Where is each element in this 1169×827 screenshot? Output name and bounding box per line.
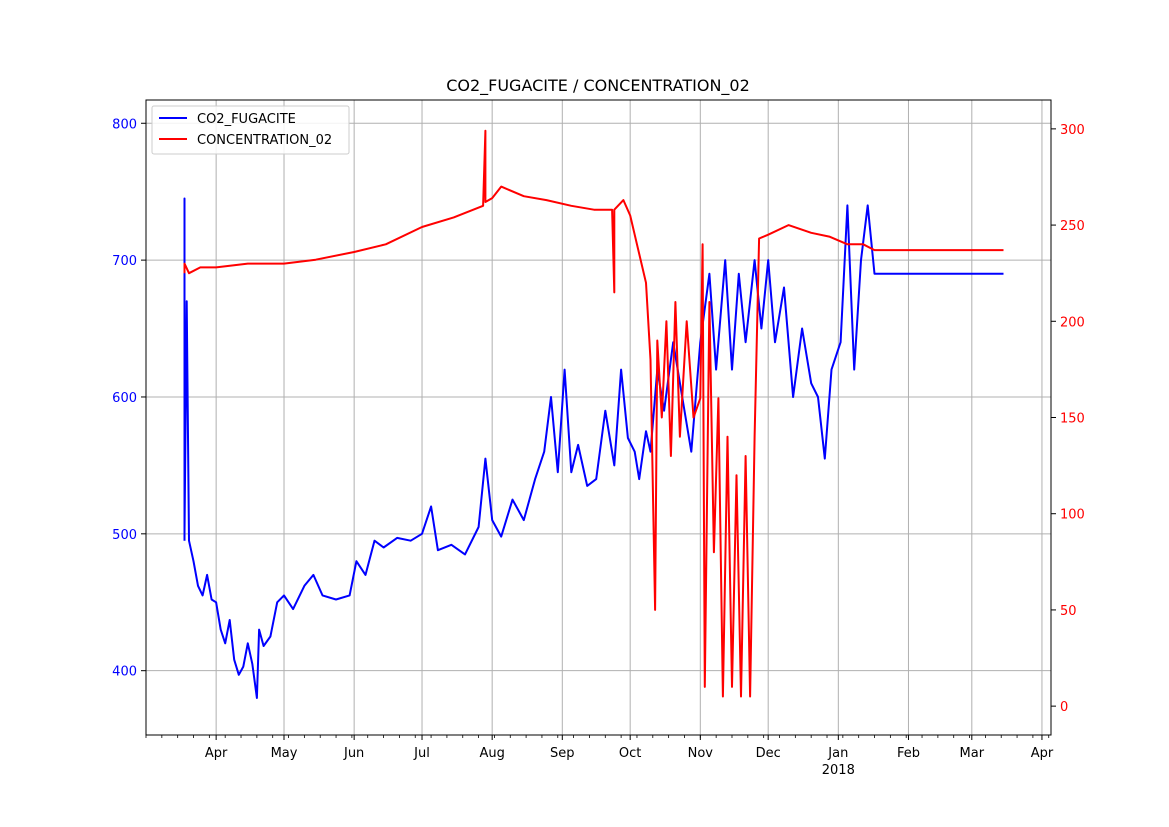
series-line-concentration-02 [183, 129, 1004, 698]
y-right-tick-label: 0 [1060, 700, 1068, 715]
legend-label-o2: CONCENTRATION_02 [197, 133, 332, 148]
y-left-tick-label: 500 [112, 528, 137, 543]
x-tick-label: Aug [479, 746, 504, 761]
y-right-tick-label: 150 [1060, 412, 1085, 427]
axes: Apr May Jun Jul Aug Sep Oct Nov Dec Jan Feb Mar Apr 2… [112, 117, 1085, 778]
y-right-tick-label: 200 [1060, 315, 1085, 330]
x-tick-label: Nov [688, 746, 714, 761]
legend-label-co2: CO2_FUGACITE [197, 112, 296, 127]
legend: CO2_FUGACITE CONCENTRATION_02 [151, 105, 350, 155]
y-left-tick-label: 600 [112, 391, 137, 406]
series-line-co2-fugacite [183, 197, 1004, 699]
y-left-tick-label: 400 [112, 665, 137, 680]
x-tick-label: Apr [1031, 746, 1054, 761]
x-tick-label: Jan [827, 746, 848, 761]
x-tick-label: Apr [205, 746, 228, 761]
x-tick-label: Mar [960, 746, 985, 761]
chart-title: CO2_FUGACITE / CONCENTRATION_02 [446, 76, 750, 96]
x-tick-label: Dec [756, 746, 781, 761]
x-tick-label: May [271, 746, 298, 761]
x-tick-label: Jul [413, 746, 430, 761]
y-left-tick-label: 800 [112, 117, 137, 132]
y-right-tick-label: 250 [1060, 219, 1085, 234]
y-right-tick-label: 100 [1060, 508, 1085, 523]
y-right-tick-label: 50 [1060, 604, 1077, 619]
y-right-tick-label: 300 [1060, 123, 1085, 138]
grid [146, 100, 1051, 735]
x-year-label: 2018 [822, 763, 855, 778]
x-tick-label: Feb [897, 746, 920, 761]
x-tick-label: Jun [343, 746, 364, 761]
y-left-tick-label: 700 [112, 254, 137, 269]
x-tick-label: Sep [550, 746, 575, 761]
legend-box [151, 105, 350, 155]
x-tick-label: Oct [619, 746, 641, 761]
series-lines [183, 129, 1004, 699]
